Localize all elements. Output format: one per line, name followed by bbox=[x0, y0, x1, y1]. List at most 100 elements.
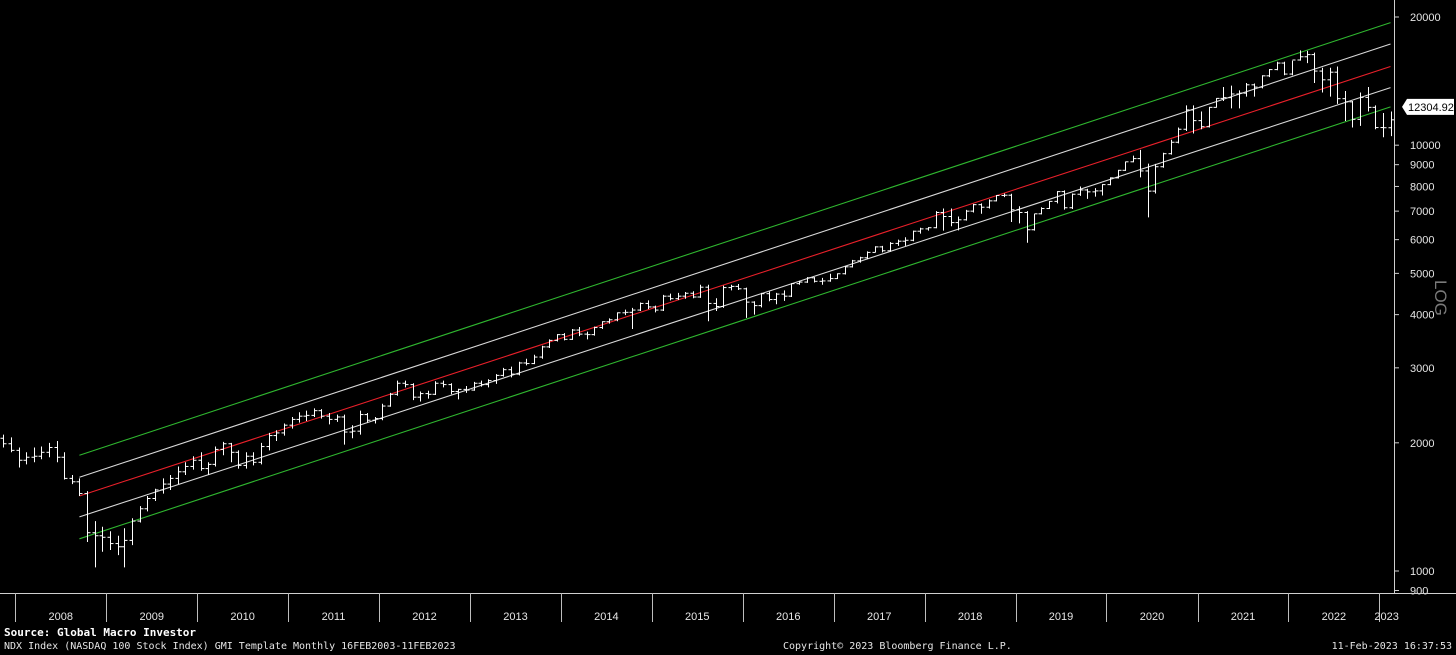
ohlc-bar bbox=[834, 273, 841, 280]
ohlc-bar bbox=[1183, 105, 1190, 131]
ohlc-bar bbox=[599, 321, 606, 330]
ohlc-bar bbox=[645, 300, 652, 310]
ohlc-bar bbox=[410, 383, 417, 401]
ohlc-bar bbox=[1137, 149, 1144, 178]
ohlc-bar bbox=[311, 408, 318, 417]
ohlc-bar bbox=[1304, 50, 1311, 64]
ohlc-bar bbox=[84, 491, 91, 542]
ohlc-bar bbox=[827, 273, 834, 282]
channel-line-5 bbox=[79, 106, 1391, 540]
ohlc-bar bbox=[394, 380, 401, 396]
ohlc-bar bbox=[743, 287, 750, 318]
ohlc-bar bbox=[1145, 163, 1152, 218]
ohlc-bar bbox=[986, 199, 993, 209]
ohlc-bar bbox=[1289, 59, 1296, 76]
y-tick-label: 3000 bbox=[1410, 363, 1434, 375]
ohlc-bar bbox=[606, 318, 613, 324]
ohlc-bar bbox=[1069, 193, 1076, 210]
copyright-label: Copyright© 2023 Bloomberg Finance L.P. bbox=[783, 641, 1012, 652]
ohlc-bar bbox=[228, 442, 235, 463]
ohlc-bar bbox=[137, 506, 144, 523]
ohlc-bar bbox=[212, 446, 219, 467]
ohlc-bar bbox=[902, 237, 909, 246]
ohlc-bar bbox=[8, 437, 15, 453]
ohlc-bar bbox=[16, 447, 23, 468]
ohlc-bar bbox=[144, 496, 151, 512]
y-tick-label: 2000 bbox=[1410, 438, 1434, 450]
ohlc-bar bbox=[1175, 127, 1182, 144]
ohlc-bar bbox=[205, 462, 212, 476]
ohlc-bar bbox=[728, 284, 735, 291]
y-tick-label: 900 bbox=[1410, 585, 1428, 597]
ohlc-bar bbox=[1107, 177, 1114, 186]
ohlc-bar bbox=[917, 227, 924, 234]
ohlc-bar bbox=[1008, 193, 1015, 223]
ohlc-bar bbox=[637, 302, 644, 311]
ohlc-bar bbox=[23, 452, 30, 465]
ohlc-bar bbox=[1372, 105, 1379, 130]
ohlc-bar bbox=[561, 333, 568, 341]
ohlc-bar bbox=[773, 292, 780, 305]
ohlc-bar bbox=[1122, 161, 1129, 171]
ohlc-bar bbox=[243, 452, 250, 469]
ohlc-bar bbox=[455, 388, 462, 400]
ohlc-bar bbox=[425, 390, 432, 399]
ohlc-bar bbox=[1228, 85, 1235, 109]
ohlc-bar bbox=[387, 392, 394, 407]
ohlc-bar bbox=[925, 227, 932, 231]
ohlc-bar bbox=[281, 423, 288, 436]
ohlc-bar bbox=[0, 434, 7, 448]
x-tick-label: 2016 bbox=[776, 611, 800, 623]
ohlc-bar bbox=[864, 251, 871, 260]
last-value-label: 12304.92 bbox=[1408, 102, 1454, 114]
ohlc-bar bbox=[296, 412, 303, 423]
x-tick-label: 2022 bbox=[1322, 611, 1346, 623]
ohlc-bar bbox=[781, 290, 788, 301]
x-tick-label: 2014 bbox=[594, 611, 618, 623]
ohlc-bar bbox=[652, 305, 659, 313]
ohlc-bar bbox=[531, 354, 538, 365]
ohlc-bar bbox=[614, 312, 621, 322]
ohlc-bar bbox=[804, 277, 811, 283]
ohlc-bar bbox=[99, 526, 106, 552]
ohlc-bar bbox=[115, 535, 122, 556]
ohlc-bar bbox=[152, 488, 159, 502]
ohlc-bar bbox=[1327, 67, 1334, 97]
ohlc-bar bbox=[448, 383, 455, 395]
y-axis: 20000 10000 9000 8000 7000 6000 5000 4000 3000 20… bbox=[1394, 0, 1454, 597]
ohlc-bar bbox=[471, 381, 478, 391]
ohlc-bar bbox=[705, 284, 712, 322]
ohlc-bar bbox=[948, 208, 955, 227]
ohlc-bar bbox=[955, 216, 962, 231]
ohlc-bar bbox=[1152, 163, 1159, 194]
ohlc-bar bbox=[523, 358, 530, 366]
ohlc-bar bbox=[1251, 83, 1258, 97]
y-tick-label: 7000 bbox=[1410, 206, 1434, 218]
ohlc-bar bbox=[697, 284, 704, 298]
ohlc-bar bbox=[334, 414, 341, 422]
ohlc-bar bbox=[1380, 113, 1387, 138]
ohlc-bar bbox=[485, 379, 492, 388]
ohlc-bar bbox=[372, 416, 379, 424]
ohlc-bar bbox=[1001, 193, 1008, 198]
ohlc-bar bbox=[107, 531, 114, 551]
ohlc-bar bbox=[121, 528, 128, 568]
ohlc-bar bbox=[1046, 200, 1053, 210]
ohlc-bar bbox=[788, 283, 795, 298]
ohlc-bar bbox=[129, 518, 136, 546]
x-tick-label: 2011 bbox=[322, 611, 346, 623]
ohlc-bar bbox=[182, 462, 189, 476]
x-tick-label: 2020 bbox=[1140, 611, 1164, 623]
ohlc-bar bbox=[1388, 111, 1395, 137]
ohlc-bar bbox=[303, 410, 310, 422]
ohlc-bar bbox=[819, 277, 826, 285]
ohlc-bar bbox=[811, 277, 818, 283]
ohlc-bar bbox=[675, 292, 682, 300]
ohlc-bar bbox=[963, 209, 970, 221]
ohlc-bar bbox=[61, 452, 68, 480]
ohlc-bar bbox=[857, 256, 864, 263]
ohlc-bar bbox=[735, 284, 742, 290]
ohlc-bar bbox=[273, 430, 280, 441]
y-tick-label: 1000 bbox=[1410, 566, 1434, 578]
